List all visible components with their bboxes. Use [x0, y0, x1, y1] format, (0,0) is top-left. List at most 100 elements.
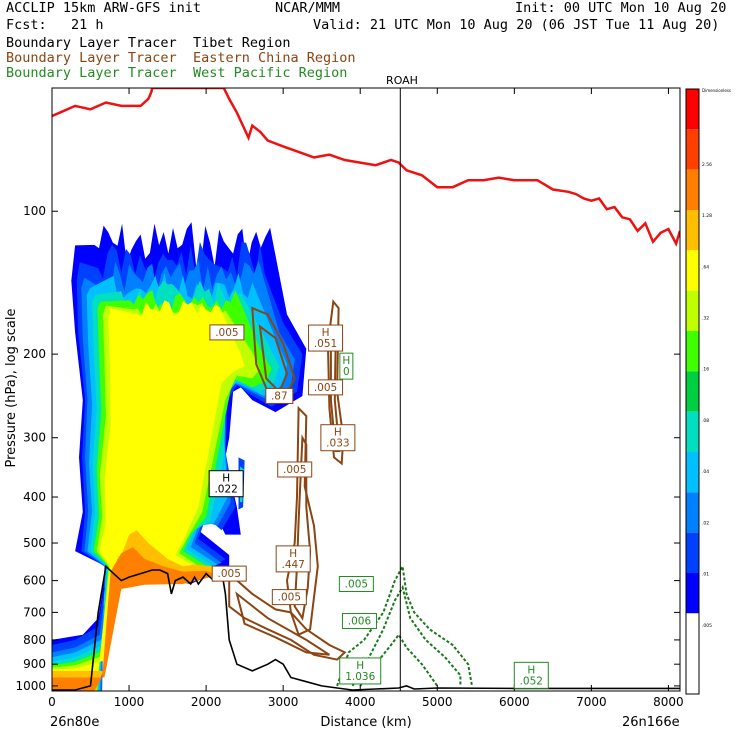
west-pacific-label: H1.036	[339, 657, 382, 685]
contour-label-text: 0	[343, 366, 350, 378]
y-tick-label: 700	[23, 605, 46, 619]
eastern-china-label: H.051	[308, 324, 344, 352]
header-valid: Valid: 21 UTC Mon 10 Aug 20 (06 JST Tue …	[313, 17, 720, 33]
eastern-china-label: .005	[209, 324, 245, 341]
colorbar-frame	[685, 88, 700, 695]
tracer-layer-08	[52, 300, 245, 691]
eastern-china-label: H.033	[320, 424, 356, 452]
contour-label-text: H	[527, 664, 535, 676]
contour-label-text: .022	[214, 484, 237, 496]
contour-label-text: H	[342, 355, 350, 367]
x-tick-label: 3000	[268, 695, 299, 709]
legend-item-eastern-china: Boundary Layer Tracer Eastern China Regi…	[6, 51, 356, 66]
contour-label-text: H	[322, 327, 330, 339]
x-tick-label: 2000	[191, 695, 222, 709]
eastern-china-label: .005	[277, 461, 313, 478]
contour-label-text: H	[334, 427, 342, 439]
y-tick-label: 600	[23, 574, 46, 588]
colorbar-swatch	[686, 89, 699, 130]
x-tick-label: 0	[48, 695, 56, 709]
west-pacific-label: .006	[341, 613, 377, 630]
x-axis-label: Distance (km)	[320, 715, 411, 730]
brown-contour	[285, 405, 319, 637]
colorbar-swatch	[686, 653, 699, 694]
colorbar-label: Dimensionless	[702, 88, 731, 93]
legend-region: Eastern China Region	[192, 50, 356, 66]
colorbar-label: .02	[702, 520, 709, 526]
contour-label-text: .005	[215, 327, 238, 339]
y-tick-label: 100	[23, 204, 46, 218]
contour-label-box	[275, 545, 311, 573]
colorbar-swatch	[686, 532, 699, 573]
colorbar-swatch	[686, 492, 699, 533]
colorbar-swatch	[686, 371, 699, 412]
brown-contour	[258, 324, 289, 394]
x-tick-label: 6000	[499, 695, 530, 709]
green-contour	[351, 584, 462, 687]
colorbar-swatch	[686, 452, 699, 493]
contour-label-box	[265, 387, 294, 404]
contour-label-box	[208, 470, 244, 498]
west-pacific-label: H.052	[513, 661, 549, 689]
colorbar-swatch	[686, 411, 699, 452]
eastern-china-label: .005	[308, 379, 344, 396]
x-tick-label: 4000	[345, 695, 376, 709]
colorbar-label: .01	[702, 572, 709, 578]
x-tick-label: 1000	[114, 695, 145, 709]
colorbar-label: .32	[702, 316, 709, 322]
contour-label-text: .005	[314, 382, 337, 394]
header-forecast: Fcst: 21 h	[6, 17, 104, 33]
contour-label-box	[211, 565, 247, 582]
contour-label-box	[341, 613, 377, 630]
y-tick-label: 500	[23, 536, 46, 550]
y-tick-label: 300	[23, 431, 46, 445]
west-pacific-label: .005	[338, 576, 374, 593]
y-tick-label: 200	[23, 347, 46, 361]
colorbar-swatch	[686, 573, 699, 614]
y-tick-label: 800	[23, 633, 46, 647]
colorbar-label: 1.28	[702, 213, 712, 219]
colorbar-label: .005	[702, 623, 712, 629]
legend-region: Tibet Region	[192, 35, 291, 51]
x-tick-label: 7000	[576, 695, 607, 709]
colorbar-swatch	[686, 169, 699, 210]
colorbar-swatch	[686, 613, 699, 654]
y-axis-label: Pressure (hPa), log scale	[4, 309, 19, 468]
colorbar-label: .16	[702, 367, 709, 373]
colorbar-label: .08	[702, 418, 709, 424]
green-contour	[336, 563, 473, 687]
y-tick-label: 900	[23, 657, 46, 671]
contour-label-box	[320, 424, 356, 452]
brown-contour	[228, 571, 347, 661]
x-tick-label: 8000	[653, 695, 684, 709]
contour-label-box	[339, 352, 354, 380]
legend-item-tibet: Boundary Layer Tracer Tibet Region	[6, 36, 291, 51]
y-tick-label: 400	[23, 490, 46, 504]
colorbar-swatch	[686, 331, 699, 372]
legend-region: West Pacific Region	[192, 65, 348, 81]
plot-frame	[51, 87, 681, 692]
contour-label-text: 1.036	[345, 671, 375, 683]
tracer-layer-10	[52, 547, 218, 691]
contour-label-text: .006	[348, 616, 372, 628]
contour-label-box	[339, 657, 382, 685]
contour-label-text: H	[356, 660, 364, 672]
contour-label-text: .87	[271, 390, 288, 402]
contour-label-box	[277, 461, 313, 478]
colorbar-swatch	[686, 290, 699, 331]
legend-prefix: Boundary Layer Tracer	[6, 65, 177, 81]
contour-label-text: H	[289, 548, 297, 560]
station-label: ROAH	[386, 74, 418, 87]
colorbar-label: 2.56	[702, 162, 712, 168]
contour-label-text: .005	[283, 464, 306, 476]
contour-label-box	[308, 324, 344, 352]
contour-label-box	[338, 576, 374, 593]
contour-label-box	[271, 589, 307, 606]
contour-label-text: .447	[281, 559, 304, 571]
colorbar-swatch	[686, 129, 699, 170]
contour-label-text: .005	[218, 568, 241, 580]
colorbar: Dimensionless 2.56 1.28 .64 .32 .16 .08 .04 .02.…	[685, 88, 731, 695]
contour-label-text: .033	[326, 438, 349, 450]
